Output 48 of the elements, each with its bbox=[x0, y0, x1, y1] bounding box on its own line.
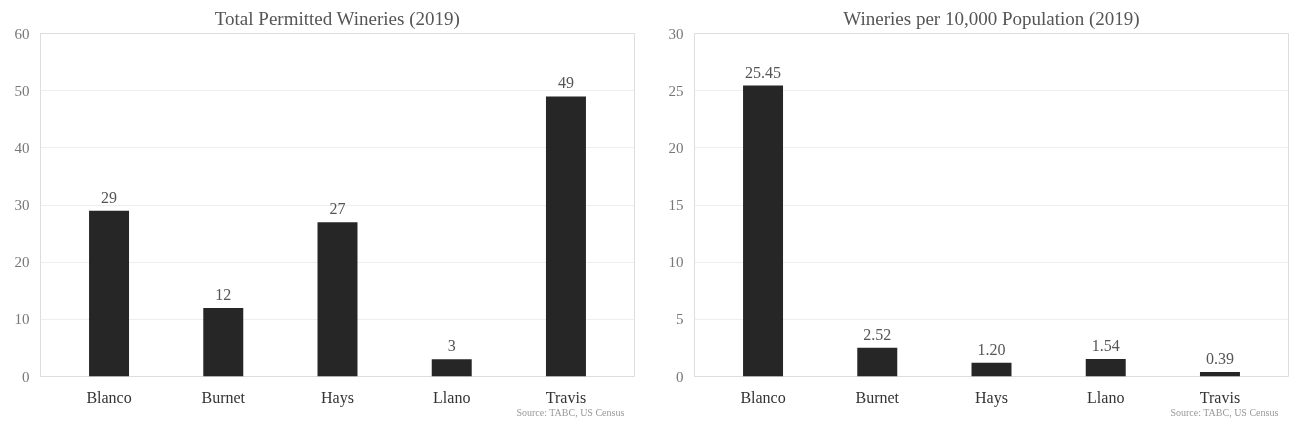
y-tick-label: 5 bbox=[676, 311, 684, 328]
bar bbox=[1199, 372, 1240, 377]
bar bbox=[431, 359, 472, 377]
x-tick-label: Burnet bbox=[855, 388, 900, 406]
x-tick-label: Blanco bbox=[86, 388, 132, 406]
bar bbox=[971, 362, 1012, 377]
x-tick-label: Hays bbox=[321, 388, 354, 407]
x-tick-label: Burnet bbox=[201, 388, 246, 406]
data-label: 0.39 bbox=[1205, 350, 1234, 368]
x-tick-label: Travis bbox=[545, 388, 587, 406]
bar bbox=[317, 222, 358, 377]
data-label: 2.52 bbox=[863, 325, 892, 343]
x-tick-label: Llano bbox=[1087, 388, 1125, 406]
y-tick-label: 15 bbox=[668, 197, 684, 213]
y-tick-label: 10 bbox=[668, 254, 684, 271]
data-label: 12 bbox=[215, 285, 232, 303]
bar bbox=[89, 210, 130, 377]
y-tick-label: 60 bbox=[14, 25, 30, 42]
y-tick-label: 20 bbox=[668, 139, 684, 156]
data-label: 25.45 bbox=[745, 63, 782, 81]
y-tick-label: 40 bbox=[14, 139, 30, 156]
y-tick-label: 0 bbox=[676, 368, 684, 385]
data-label: 1.20 bbox=[977, 340, 1006, 358]
y-tick-label: 30 bbox=[668, 25, 684, 42]
x-tick-label: Llano bbox=[433, 388, 471, 406]
data-label: 27 bbox=[329, 200, 346, 218]
y-tick-label: 50 bbox=[14, 82, 30, 99]
y-tick-label: 0 bbox=[22, 368, 30, 385]
chart-title: Wineries per 10,000 Population (2019) bbox=[843, 7, 1140, 30]
data-label: 29 bbox=[101, 188, 118, 206]
y-tick-label: 30 bbox=[14, 197, 30, 213]
x-tick-label: Travis bbox=[1199, 388, 1241, 406]
chart-title: Total Permitted Wineries (2019) bbox=[214, 7, 460, 30]
bar bbox=[1085, 358, 1126, 377]
x-tick-label: Hays bbox=[975, 388, 1008, 407]
bar bbox=[545, 96, 586, 377]
source-note: Source: TABC, US Census bbox=[1170, 406, 1279, 418]
bar bbox=[857, 347, 898, 377]
source-note: Source: TABC, US Census bbox=[516, 406, 625, 418]
y-tick-label: 20 bbox=[14, 254, 30, 271]
x-tick-label: Blanco bbox=[740, 388, 786, 406]
bar bbox=[743, 85, 784, 377]
y-tick-label: 10 bbox=[14, 311, 30, 328]
data-label: 1.54 bbox=[1091, 336, 1120, 354]
bar bbox=[203, 307, 244, 377]
y-tick-label: 25 bbox=[668, 82, 684, 99]
data-label: 49 bbox=[557, 74, 574, 92]
data-label: 3 bbox=[447, 337, 456, 355]
